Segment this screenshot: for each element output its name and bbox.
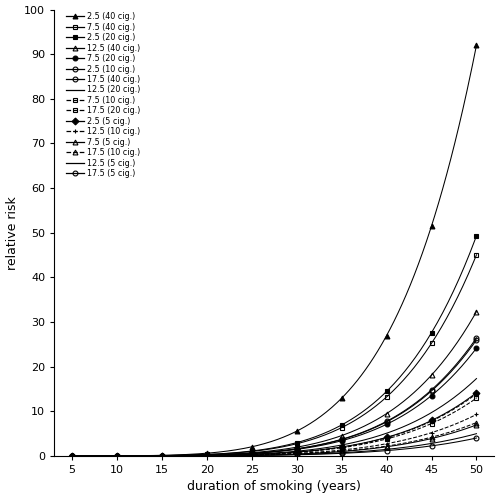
Y-axis label: relative risk: relative risk — [6, 196, 18, 269]
Legend: 2.5 (40 cig.), 7.5 (40 cig.), 2.5 (20 cig.), 12.5 (40 cig.), 7.5 (20 cig.), 2.5 : 2.5 (40 cig.), 7.5 (40 cig.), 2.5 (20 ci… — [62, 9, 144, 181]
X-axis label: duration of smoking (years): duration of smoking (years) — [188, 481, 361, 494]
